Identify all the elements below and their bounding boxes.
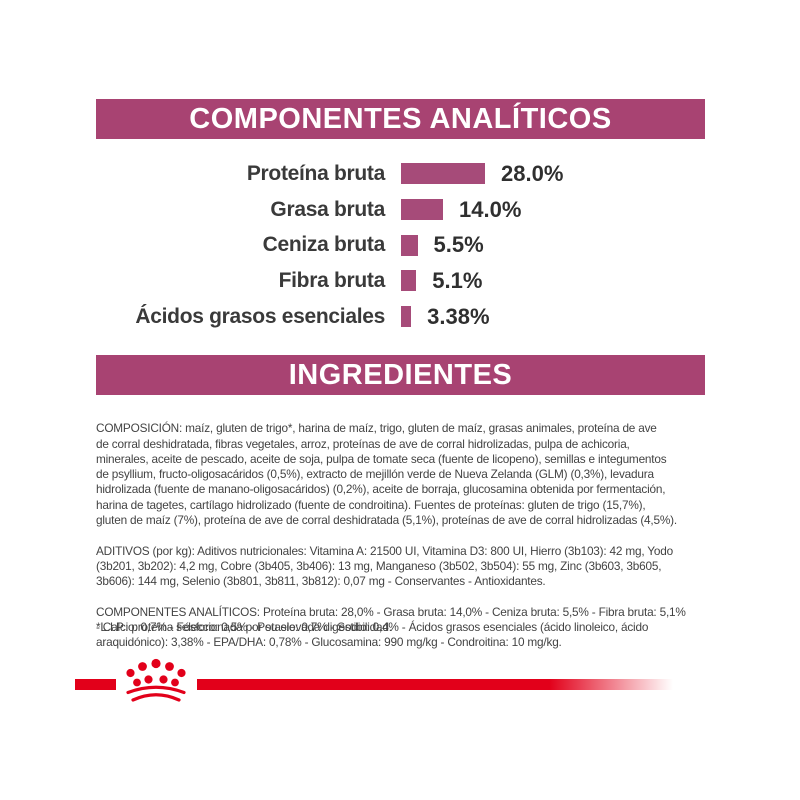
- chart-row-essential-fatty-acids: Ácidos grasos esenciales 3.38%: [96, 299, 705, 335]
- bar-label: Ácidos grasos esenciales: [135, 304, 385, 328]
- bar: [401, 234, 418, 256]
- chart-row-fat: Grasa bruta 14.0%: [96, 192, 705, 228]
- brand-line-right-segment: [197, 679, 673, 690]
- additives-paragraph: ADITIVOS (por kg): Aditivos nutricionale…: [96, 543, 673, 589]
- bar-label: Ceniza bruta: [262, 233, 386, 257]
- chart-row-ash: Ceniza bruta 5.5%: [96, 227, 705, 263]
- bar-label: Fibra bruta: [278, 268, 386, 292]
- ingredients-title: INGREDIENTES: [288, 358, 513, 391]
- bar: [401, 306, 412, 328]
- bar: [401, 199, 443, 221]
- chart-row-protein: Proteína bruta 28.0%: [96, 156, 705, 192]
- chart-row-fibre: Fibra bruta 5.1%: [96, 263, 705, 299]
- royal-canin-crown-icon: [126, 658, 186, 702]
- ingredients-header: INGREDIENTES: [96, 355, 705, 395]
- analytical-components-title: COMPONENTES ANALÍTICOS: [189, 102, 612, 135]
- bar-value: 5.1%: [432, 267, 483, 293]
- bar-value: 14.0%: [459, 196, 522, 222]
- bar-value: 5.5%: [433, 232, 484, 258]
- bar-label: Proteína bruta: [246, 161, 385, 185]
- bar-label: Grasa bruta: [270, 197, 385, 221]
- composition-paragraph: COMPOSICIÓN: maíz, gluten de trigo*, har…: [96, 421, 677, 528]
- analytical-components-bar-chart: Proteína bruta 28.0% Grasa bruta 14.0% C…: [96, 156, 705, 334]
- bar: [401, 270, 417, 292]
- bar-value: 3.38%: [427, 303, 490, 329]
- analytical-components-paragraph: COMPONENTES ANALÍTICOS: Proteína bruta: …: [96, 604, 686, 650]
- bar-value: 28.0%: [501, 160, 564, 186]
- bar: [401, 163, 485, 185]
- ingredients-body-text: COMPOSICIÓN: maíz, gluten de trigo*, har…: [96, 406, 714, 666]
- brand-line-left-segment: [75, 679, 116, 690]
- lip-footnote: *L.I.P.: proteína seleccionada por su el…: [96, 620, 392, 634]
- analytical-components-header: COMPONENTES ANALÍTICOS: [96, 99, 705, 139]
